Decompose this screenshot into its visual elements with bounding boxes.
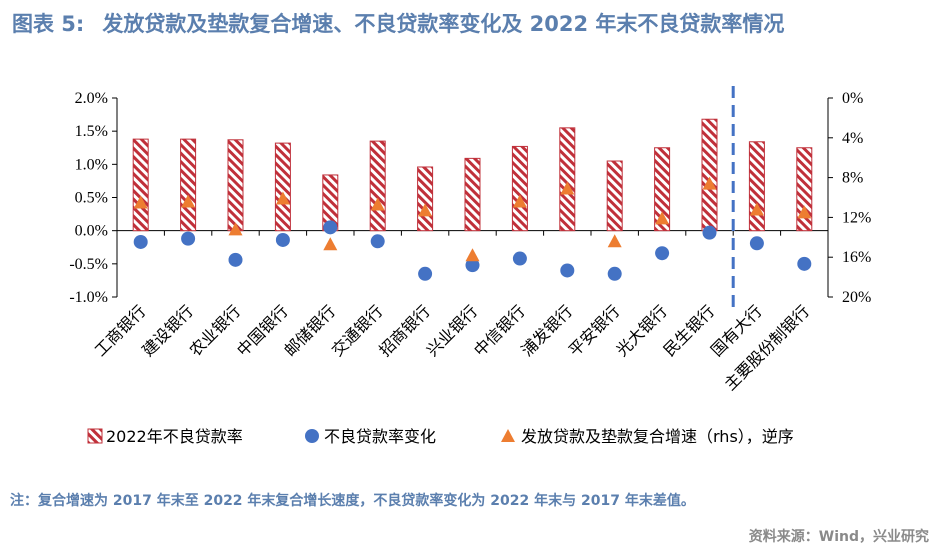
point-npl-change — [228, 252, 243, 267]
point-loan-cagr — [512, 194, 527, 208]
category-label: 兴业银行 — [423, 301, 482, 360]
point-npl-change — [465, 258, 480, 273]
point-npl-change — [607, 266, 622, 281]
category-label: 建设银行 — [138, 301, 197, 360]
figure-label: 图表 5: — [12, 12, 85, 36]
point-loan-cagr — [133, 195, 148, 209]
source-note: 资料来源：Wind，兴业研究 — [748, 529, 929, 545]
point-npl-change — [560, 263, 575, 278]
right-axis-tick-label: 4% — [842, 130, 863, 147]
point-npl-change — [655, 246, 670, 261]
point-loan-cagr — [181, 194, 196, 208]
left-axis-tick-label: 1.5% — [75, 123, 108, 140]
left-axis-tick-label: -1.0% — [69, 289, 108, 306]
category-label: 主要股份制银行 — [720, 301, 813, 394]
category-label: 邮储银行 — [280, 301, 339, 360]
point-npl-change — [512, 251, 527, 266]
category-label: 浦发银行 — [517, 301, 576, 360]
chart-canvas: 2.0% 1.5% 1.0% 0.5% 0.0% -0.5% -1.0% 0% 4% 8% 12% 1… — [69, 86, 871, 446]
point-npl-change — [418, 266, 433, 281]
point-loan-cagr — [275, 191, 290, 205]
bar-npl-2022 — [559, 127, 576, 232]
category-label: 光大银行 — [612, 301, 671, 360]
point-loan-cagr — [465, 248, 480, 262]
right-axis-tick-label: 20% — [842, 289, 871, 306]
category-label: 农业银行 — [186, 301, 245, 360]
category-label: 交通银行 — [328, 301, 387, 360]
legend-label-circles: 不良贷款率变化 — [324, 427, 436, 446]
point-npl-change — [702, 225, 717, 240]
bar-npl-2022 — [748, 141, 765, 232]
category-label: 工商银行 — [91, 301, 150, 360]
point-npl-change — [275, 232, 290, 247]
point-loan-cagr — [655, 211, 670, 225]
point-loan-cagr — [749, 202, 764, 216]
bar-npl-2022 — [227, 139, 244, 232]
bar-npl-2022 — [274, 142, 291, 232]
left-axis-tick-label: 2.0% — [75, 90, 108, 107]
point-loan-cagr — [418, 203, 433, 217]
right-axis-tick-label: 8% — [842, 170, 863, 187]
point-loan-cagr — [560, 181, 575, 195]
legend-swatch-triangles — [501, 429, 515, 442]
left-axis-tick-label: 0.5% — [75, 190, 108, 207]
bar-npl-2022 — [417, 166, 434, 232]
footnote: 注：复合增速为 2017 年末至 2022 年末复合增长速度，不良贷款率变化为 … — [10, 493, 695, 509]
figure-title: 发放贷款及垫款复合增速、不良贷款率变化及 2022 年末不良贷款率情况 — [102, 12, 785, 36]
left-axis-tick-label: 1.0% — [75, 156, 108, 173]
point-loan-cagr — [370, 197, 385, 211]
bar-npl-2022 — [180, 138, 197, 232]
point-loan-cagr — [228, 222, 243, 236]
category-label: 民生银行 — [660, 301, 719, 360]
left-axis-tick-label: -0.5% — [69, 256, 108, 273]
category-label: 招商银行 — [375, 301, 434, 360]
bar-npl-2022 — [132, 138, 149, 232]
left-axis-tick-label: 0.0% — [75, 223, 108, 240]
bar-npl-2022 — [796, 147, 813, 232]
category-label: 中信银行 — [470, 301, 529, 360]
point-npl-change — [370, 234, 385, 249]
bar-npl-2022 — [654, 147, 671, 232]
legend-swatch-circles — [305, 429, 319, 443]
legend-label-triangles: 发放贷款及垫款复合增速（rhs），逆序 — [521, 427, 794, 446]
right-axis-tick-label: 12% — [842, 209, 871, 226]
point-npl-change — [133, 234, 148, 249]
point-loan-cagr — [797, 205, 812, 219]
right-axis-tick-label: 16% — [842, 249, 871, 266]
category-label: 平安银行 — [565, 301, 624, 360]
point-npl-change — [181, 231, 196, 246]
legend-label-bars: 2022年不良贷款率 — [106, 427, 243, 446]
point-loan-cagr — [702, 176, 717, 190]
bar-npl-2022 — [701, 118, 718, 232]
right-axis-tick-label: 0% — [842, 90, 863, 107]
point-loan-cagr — [607, 234, 622, 248]
bar-npl-2022 — [606, 160, 623, 232]
point-npl-change — [797, 256, 812, 271]
bar-npl-2022 — [511, 145, 528, 232]
point-npl-change — [323, 220, 338, 235]
legend-swatch-bars — [87, 428, 103, 444]
point-loan-cagr — [323, 237, 338, 251]
bar-npl-2022 — [464, 157, 481, 232]
bar-npl-2022 — [369, 140, 386, 232]
chart-title: 图表 5: 发放贷款及垫款复合增速、不良贷款率变化及 2022 年末不良贷款率情况 — [12, 8, 784, 38]
point-npl-change — [749, 236, 764, 251]
category-label: 中国银行 — [233, 301, 292, 360]
